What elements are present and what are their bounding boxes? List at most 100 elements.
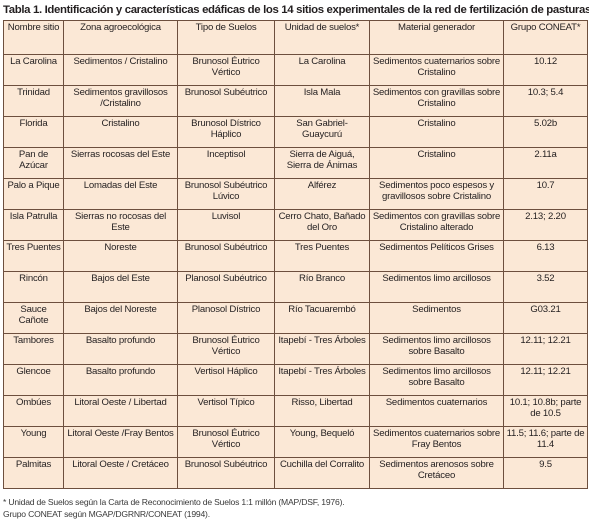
- coneat-cell: 3.52: [503, 271, 588, 303]
- zona-cell: Litoral Oeste / Cretáceo: [63, 457, 178, 489]
- footnote-soil-units: * Unidad de Suelos según la Carta de Rec…: [3, 497, 345, 507]
- unidad-suelo-cell: Tres Puentes: [274, 240, 370, 272]
- table-row: Glencoe Basalto profundo Vertisol Háplico I…: [3, 364, 588, 396]
- material-cell: Sedimentos limo arcillosos sobre Basalto: [369, 333, 504, 365]
- site-name-cell: La Carolina: [3, 54, 64, 86]
- material-cell: Sedimentos con gravillas sobre Cristalin…: [369, 209, 504, 241]
- col-header-grupo-coneat: Grupo CONEAT*: [503, 20, 588, 55]
- tipo-suelo-cell: Brunosol Éutrico Vértico: [177, 333, 275, 365]
- site-name-cell: Palo a Pique: [3, 178, 64, 210]
- table-row: Trinidad Sedimentos gravillosos /Cristali…: [3, 85, 588, 117]
- zona-cell: Basalto profundo: [63, 364, 178, 396]
- unidad-suelo-cell: Sierra de Aiguá, Sierra de Ánimas: [274, 147, 370, 179]
- coneat-cell: 9.5: [503, 457, 588, 489]
- table-row: Isla Patrulla Sierras no rocosas del Este…: [3, 209, 588, 241]
- col-header-nombre-sitio: Nombre sitio: [3, 20, 64, 55]
- unidad-suelo-cell: Río Branco: [274, 271, 370, 303]
- table-row: Florida Cristalino Brunosol Dístrico Hápli…: [3, 116, 588, 148]
- zona-cell: Sedimentos / Cristalino: [63, 54, 178, 86]
- table-row: Pan de Azúcar Sierras rocosas del Este Inc…: [3, 147, 588, 179]
- material-cell: Sedimentos arenosos sobre Cretáceo: [369, 457, 504, 489]
- coneat-cell: G03.21: [503, 302, 588, 334]
- table-row: Rincón Bajos del Este Planosol Subéutrico R…: [3, 271, 588, 303]
- col-header-material-generador: Material generador: [369, 20, 504, 55]
- col-header-zona-agroecologica: Zona agroecológica: [63, 20, 178, 55]
- tipo-suelo-cell: Inceptisol: [177, 147, 275, 179]
- material-cell: Cristalino: [369, 116, 504, 148]
- coneat-cell: 5.02b: [503, 116, 588, 148]
- coneat-cell: 6.13: [503, 240, 588, 272]
- unidad-suelo-cell: Cerro Chato, Bañado del Oro: [274, 209, 370, 241]
- table-row: Palo a Pique Lomadas del Este Brunosol Sub…: [3, 178, 588, 210]
- zona-cell: Sierras no rocosas del Este: [63, 209, 178, 241]
- coneat-cell: 10.12: [503, 54, 588, 86]
- col-header-tipo-de-suelos: Tipo de Suelos: [177, 20, 275, 55]
- tipo-suelo-cell: Planosol Dístrico: [177, 302, 275, 334]
- tipo-suelo-cell: Vertisol Háplico: [177, 364, 275, 396]
- coneat-cell: 10.3; 5.4: [503, 85, 588, 117]
- unidad-suelo-cell: La Carolina: [274, 54, 370, 86]
- tipo-suelo-cell: Brunosol Éutrico Vértico: [177, 426, 275, 458]
- tipo-suelo-cell: Vertisol Típico: [177, 395, 275, 427]
- zona-cell: Lomadas del Este: [63, 178, 178, 210]
- site-name-cell: Trinidad: [3, 85, 64, 117]
- coneat-cell: 11.5; 11.6; parte de 11.4: [503, 426, 588, 458]
- coneat-cell: 12.11; 12.21: [503, 333, 588, 365]
- zona-cell: Bajos del Noreste: [63, 302, 178, 334]
- tipo-suelo-cell: Brunosol Éutrico Vértico: [177, 54, 275, 86]
- unidad-suelo-cell: San Gabriel-Guaycurú: [274, 116, 370, 148]
- material-cell: Cristalino: [369, 147, 504, 179]
- table-caption: Tabla 1. Identificación y característica…: [3, 4, 589, 16]
- footnote-coneat: Grupo CONEAT según MGAP/DGRNR/CONEAT (19…: [3, 509, 210, 519]
- table-row: Tres Puentes Noreste Brunosol Subéutrico Tr…: [3, 240, 588, 272]
- unidad-suelo-cell: Risso, Libertad: [274, 395, 370, 427]
- tipo-suelo-cell: Brunosol Subéutrico: [177, 457, 275, 489]
- site-name-cell: Pan de Azúcar: [3, 147, 64, 179]
- zona-cell: Basalto profundo: [63, 333, 178, 365]
- unidad-suelo-cell: Itapebí - Tres Árboles: [274, 364, 370, 396]
- unidad-suelo-cell: Alférez: [274, 178, 370, 210]
- material-cell: Sedimentos: [369, 302, 504, 334]
- site-name-cell: Isla Patrulla: [3, 209, 64, 241]
- zona-cell: Sedimentos gravillosos /Cristalino: [63, 85, 178, 117]
- site-name-cell: Ombúes: [3, 395, 64, 427]
- zona-cell: Noreste: [63, 240, 178, 272]
- table-row: Ombúes Litoral Oeste / Libertad Vertisol T…: [3, 395, 588, 427]
- unidad-suelo-cell: Cuchilla del Corralito: [274, 457, 370, 489]
- zona-cell: Sierras rocosas del Este: [63, 147, 178, 179]
- header-row: Nombre sitio Zona agroecológica Tipo de …: [3, 20, 588, 55]
- material-cell: Sedimentos Pelíticos Grises: [369, 240, 504, 272]
- zona-cell: Litoral Oeste /Fray Bentos: [63, 426, 178, 458]
- soil-sites-table: Nombre sitio Zona agroecológica Tipo de …: [3, 20, 588, 489]
- coneat-cell: 10.1; 10.8b; parte de 10.5: [503, 395, 588, 427]
- coneat-cell: 2.11a: [503, 147, 588, 179]
- zona-cell: Cristalino: [63, 116, 178, 148]
- unidad-suelo-cell: Young, Bequeló: [274, 426, 370, 458]
- unidad-suelo-cell: Isla Mala: [274, 85, 370, 117]
- site-name-cell: Sauce Cañote: [3, 302, 64, 334]
- site-name-cell: Glencoe: [3, 364, 64, 396]
- site-name-cell: Florida: [3, 116, 64, 148]
- unidad-suelo-cell: Río Tacuarembó: [274, 302, 370, 334]
- site-name-cell: Tambores: [3, 333, 64, 365]
- col-header-unidad-de-suelos: Unidad de suelos*: [274, 20, 370, 55]
- material-cell: Sedimentos limo arcillosos sobre Basalto: [369, 364, 504, 396]
- tipo-suelo-cell: Planosol Subéutrico: [177, 271, 275, 303]
- tipo-suelo-cell: Brunosol Subéutrico: [177, 85, 275, 117]
- material-cell: Sedimentos cuaternarios: [369, 395, 504, 427]
- table-row: Tambores Basalto profundo Brunosol Éutrico…: [3, 333, 588, 365]
- unidad-suelo-cell: Itapebí - Tres Árboles: [274, 333, 370, 365]
- material-cell: Sedimentos cuaternarios sobre Fray Bento…: [369, 426, 504, 458]
- tipo-suelo-cell: Luvisol: [177, 209, 275, 241]
- material-cell: Sedimentos cuaternarios sobre Cristalino: [369, 54, 504, 86]
- material-cell: Sedimentos con gravillas sobre Cristalin…: [369, 85, 504, 117]
- table-row: La Carolina Sedimentos / Cristalino Brunos…: [3, 54, 588, 86]
- table-row: Young Litoral Oeste /Fray Bentos Brunosol …: [3, 426, 588, 458]
- zona-cell: Litoral Oeste / Libertad: [63, 395, 178, 427]
- material-cell: Sedimentos poco espesos y gravillosos so…: [369, 178, 504, 210]
- coneat-cell: 12.11; 12.21: [503, 364, 588, 396]
- tipo-suelo-cell: Brunosol Subéutrico: [177, 240, 275, 272]
- site-name-cell: Palmitas: [3, 457, 64, 489]
- coneat-cell: 2.13; 2.20: [503, 209, 588, 241]
